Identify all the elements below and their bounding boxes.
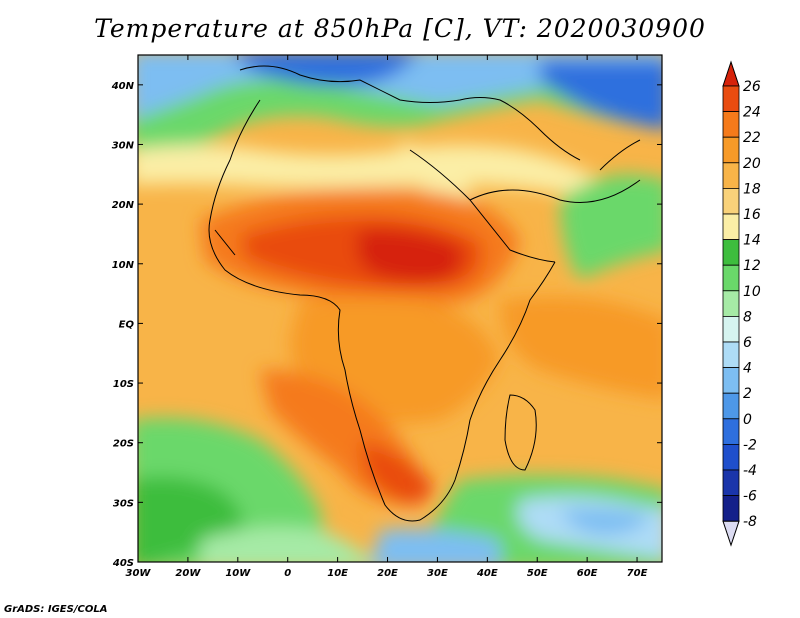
colorbar-swatch [722,315,740,343]
colorbar-label: 2 [743,386,752,402]
colorbar-label: -4 [743,463,757,479]
x-tick-label: 50E [527,568,548,579]
y-tick-label: 20S [113,439,134,450]
x-tick-label: 70E [627,568,648,579]
x-tick-label: 10E [327,568,348,579]
colorbar-label: 6 [743,335,752,351]
y-tick-label: 40S [112,558,134,569]
colorbar-swatch [722,418,740,445]
colorbar-swatch [722,85,740,113]
y-tick-label: 40N [111,81,135,92]
colorbar-label: 10 [743,284,761,300]
colorbar-label: 26 [743,79,761,95]
colorbar-label: 0 [743,412,752,428]
longitude-axis: 30W 20W 10W 0 10E 20E 30E 40E 50E 60E 70E [126,55,648,579]
colorbar-label: 8 [743,309,752,325]
colorbar-label: 14 [743,233,761,249]
colorbar-swatch [722,469,740,497]
y-tick-label: 30S [113,498,134,509]
x-tick-label: 10W [225,568,251,579]
colorbar-swatch [722,187,740,215]
colorbar-swatch [722,136,740,164]
credit-text: GrADS: IGES/COLA [4,604,108,615]
colorbar-swatch [722,111,740,138]
y-tick-label: 20N [112,200,135,211]
coastline-overlay [208,65,641,522]
colorbar-label: 4 [743,361,752,377]
colorbar-label: 22 [743,130,761,146]
x-tick-label: 0 [284,568,291,579]
colorbar-label: 12 [743,258,761,274]
x-tick-label: 30E [427,568,448,579]
latitude-axis: 40S 30S 20S 10S EQ 10N 20N 30N 40N [111,81,662,569]
y-tick-label: 10N [112,260,135,271]
colorbar-label: 18 [743,181,761,197]
colorbar-label: -2 [743,437,757,453]
map-frame [137,54,663,563]
x-tick-label: 20E [377,568,398,579]
map-title: Temperature at 850hPa [C], VT: 202003090… [94,14,706,43]
temperature-field [138,55,662,562]
y-tick-label: 30N [112,140,135,151]
colorbar-swatch [722,341,740,369]
colorbar-max-triangle [722,60,740,87]
x-tick-label: 20W [175,568,201,579]
colorbar-swatch [722,495,740,522]
colorbar-label: -8 [743,514,757,530]
colorbar-swatch [722,239,740,266]
colorbar-label: 24 [743,105,761,121]
colorbar-swatch [722,162,740,189]
x-tick-label: 30W [126,568,152,579]
colorbar-label: -6 [743,489,757,505]
colorbar-label: 20 [743,156,761,172]
colorbar-min-triangle [722,520,740,547]
y-tick-label: EQ [119,319,135,330]
colorbar-swatch [722,213,740,241]
colorbar-swatch [722,367,740,394]
colorbar-swatch [722,392,740,420]
colorbar-swatch [722,290,740,317]
x-tick-label: 60E [577,568,598,579]
colorbar-swatch [722,264,740,292]
y-tick-label: 10S [113,379,134,390]
x-tick-label: 40E [476,568,498,579]
colorbar-label: 16 [743,207,761,223]
colorbar-swatch [722,443,740,471]
